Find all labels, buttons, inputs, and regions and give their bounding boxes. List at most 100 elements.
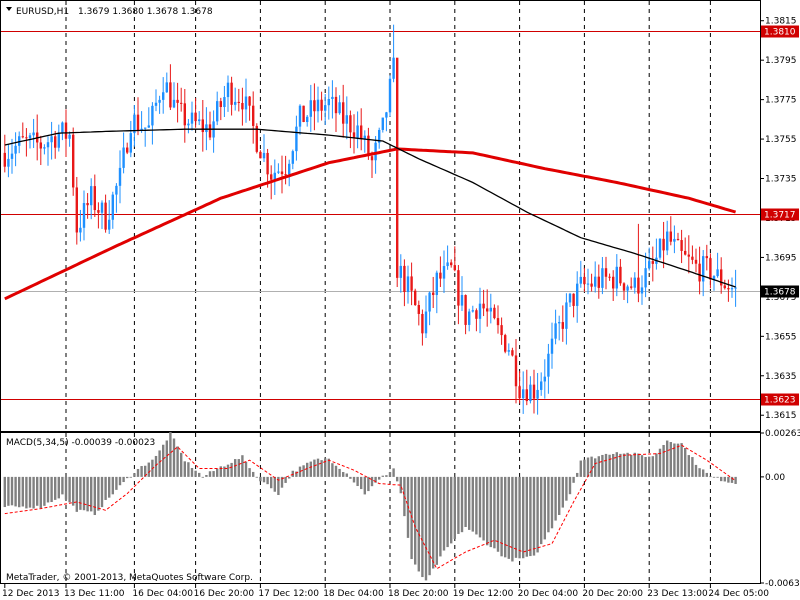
bull-candle-body <box>277 171 280 173</box>
macd-bar <box>208 471 212 477</box>
macd-bar <box>500 476 503 557</box>
bear-candle-body <box>284 174 287 176</box>
bear-candle-body <box>183 103 186 126</box>
macd-bar <box>626 452 629 477</box>
macd-bar <box>662 444 665 477</box>
bull-candle-body <box>446 262 449 267</box>
macd-bar <box>327 458 330 477</box>
bear-candle-body <box>622 283 626 291</box>
macd-bar <box>259 476 262 482</box>
macd-bar <box>504 476 507 558</box>
macd-bar <box>525 476 528 557</box>
macd-tick-label: -0.00636 <box>765 579 800 589</box>
macd-bar <box>25 476 28 509</box>
bull-candle-body <box>273 172 276 180</box>
bear-candle-body <box>453 265 456 271</box>
bull-candle-body <box>234 101 237 105</box>
bear-candle-body <box>3 152 6 167</box>
bear-candle-body <box>270 174 273 180</box>
bull-candle-body <box>46 142 50 148</box>
macd-bar <box>424 476 428 581</box>
bull-candle-body <box>10 153 14 159</box>
bull-candle-body <box>144 127 147 129</box>
macd-bar <box>342 472 345 477</box>
bear-candle-body <box>25 137 28 139</box>
macd-bar <box>284 476 287 483</box>
macd-bar <box>140 466 143 477</box>
bear-candle-body <box>201 119 204 133</box>
bull-candle-body <box>565 302 568 329</box>
bull-candle-body <box>172 99 176 108</box>
bull-candle-body <box>460 295 464 306</box>
macd-bar <box>730 476 734 483</box>
bull-candle-body <box>147 125 150 128</box>
bull-candle-body <box>50 136 53 143</box>
macd-bar <box>280 476 284 488</box>
bear-candle-body <box>504 335 507 352</box>
bull-candle-body <box>540 381 543 390</box>
bull-candle-body <box>345 115 348 124</box>
bear-candle-body <box>475 310 478 319</box>
level-tag-label: 1.3623 <box>764 396 796 406</box>
bull-candle-body <box>108 219 111 230</box>
macd-bar <box>306 462 309 477</box>
bull-candle-body <box>295 126 298 152</box>
bear-candle-body <box>248 96 251 106</box>
macd-bar <box>648 456 651 477</box>
bear-candle-body <box>194 112 197 122</box>
macd-bar <box>61 476 64 495</box>
bull-candle-body <box>522 389 525 399</box>
macd-bar <box>709 476 712 478</box>
bull-candle-body <box>162 92 165 100</box>
macd-bar <box>277 476 280 496</box>
bear-candle-body <box>54 136 57 148</box>
bull-candle-body <box>111 194 114 220</box>
macd-bar <box>514 476 518 558</box>
macd-bar <box>262 476 266 483</box>
bear-candle-body <box>410 276 413 291</box>
macd-bar <box>223 466 226 477</box>
macd-bar <box>172 438 176 477</box>
bear-candle-body <box>514 355 518 387</box>
macd-bar <box>702 469 705 477</box>
macd-bar <box>349 476 352 479</box>
macd-bar <box>234 459 237 477</box>
macd-bar <box>298 466 302 477</box>
bear-candle-body <box>313 100 316 112</box>
macd-bar <box>169 432 172 477</box>
time-tick-label: 16 Dec 20:00 <box>194 589 255 599</box>
macd-bar <box>356 476 359 487</box>
time-tick-label: 19 Dec 12:00 <box>453 589 514 599</box>
collapse-arrow-icon[interactable] <box>6 7 12 11</box>
bear-candle-body <box>698 263 701 282</box>
macd-bar <box>453 476 456 539</box>
price-tick-label: 1.3655 <box>765 332 797 342</box>
bear-candle-body <box>208 124 212 138</box>
macd-bar <box>144 465 147 477</box>
level-tag <box>761 208 799 221</box>
bull-candle-body <box>543 376 546 382</box>
bear-candle-body <box>126 147 129 153</box>
bear-candle-body <box>367 135 370 157</box>
bull-candle-body <box>28 135 32 139</box>
bull-candle-body <box>576 283 579 306</box>
macd-bar <box>392 468 395 477</box>
bull-candle-body <box>57 132 60 148</box>
macd-bar <box>464 476 467 528</box>
copyright-text: MetaTrader, © 2001-2013, MetaQuotes Soft… <box>6 573 253 583</box>
time-tick-label: 24 Dec 05:00 <box>708 589 769 599</box>
macd-histogram <box>3 432 737 581</box>
macd-bar <box>21 476 24 507</box>
bull-candle-body <box>316 99 320 112</box>
bear-candle-body <box>403 265 406 293</box>
macd-bar <box>241 455 244 477</box>
bull-candle-body <box>381 117 384 130</box>
bull-candle-body <box>356 125 359 138</box>
symbol-label: EURUSD,H1 <box>16 7 69 17</box>
macd-bar <box>723 476 726 482</box>
macd-bar <box>100 476 104 508</box>
bull-candle-body <box>586 283 590 285</box>
bull-candle-body <box>633 277 636 288</box>
bull-candle-body <box>378 129 381 143</box>
macd-bar <box>201 476 204 478</box>
